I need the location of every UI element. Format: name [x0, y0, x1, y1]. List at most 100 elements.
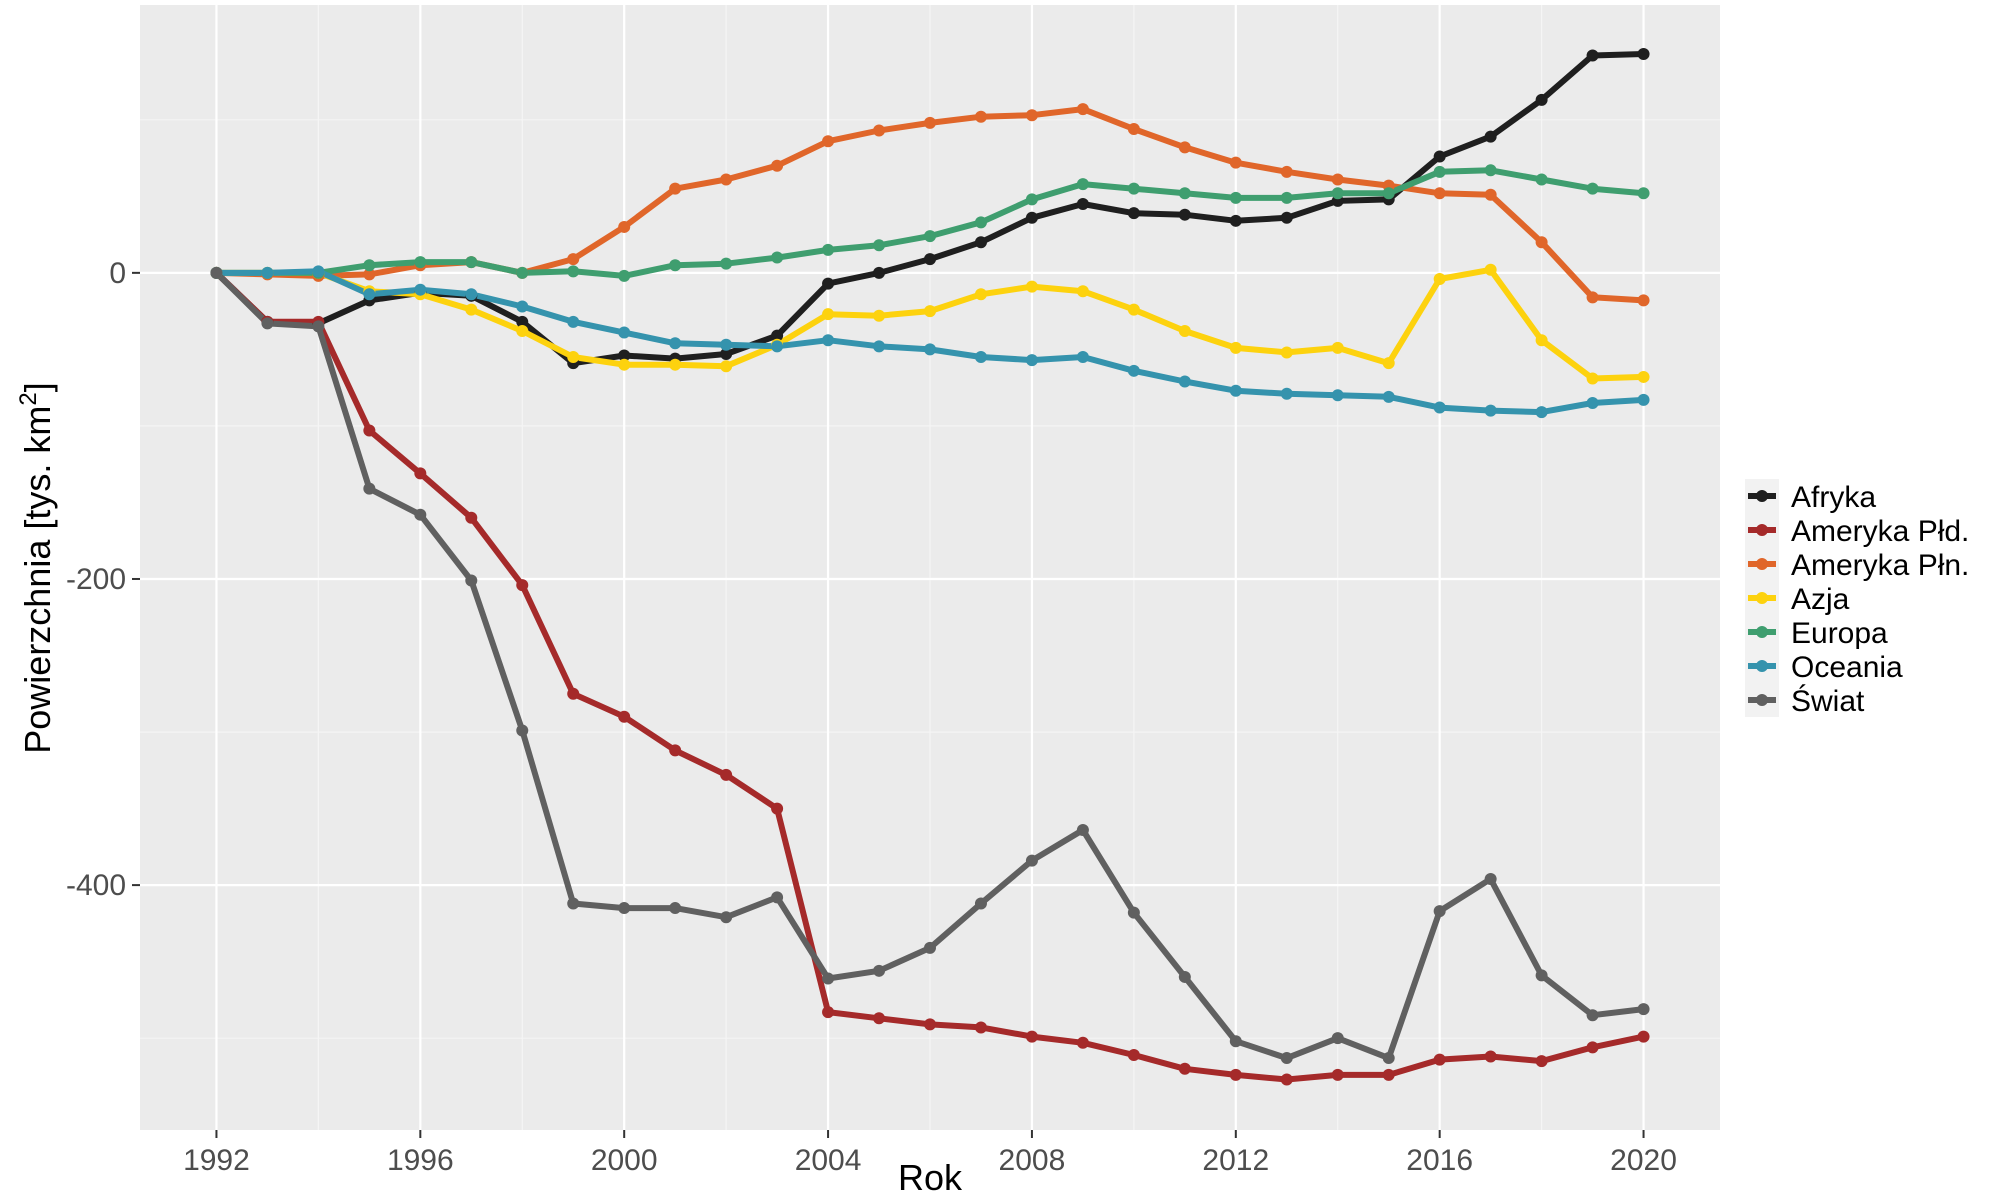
- data-point: [873, 1012, 886, 1025]
- legend-label: Ameryka Płn.: [1791, 549, 1969, 582]
- data-point: [873, 309, 886, 322]
- data-point: [720, 768, 733, 781]
- data-point: [1331, 389, 1344, 402]
- data-point: [1484, 404, 1497, 417]
- data-point: [669, 358, 682, 371]
- data-point: [974, 1021, 987, 1034]
- data-point: [1433, 165, 1446, 178]
- data-point: [1025, 211, 1038, 224]
- data-point: [924, 253, 936, 266]
- data-point: [516, 724, 529, 737]
- data-point: [1586, 182, 1599, 195]
- data-point: [465, 511, 478, 524]
- series-points: [210, 47, 1650, 1086]
- y-tick-label: -400: [66, 869, 126, 902]
- data-point: [1229, 191, 1242, 204]
- data-point: [873, 340, 886, 353]
- data-point: [1127, 303, 1140, 316]
- data-point: [1535, 93, 1548, 106]
- data-point: [618, 269, 631, 282]
- data-point: [1586, 291, 1599, 304]
- data-point: [974, 288, 987, 301]
- data-point: [924, 941, 936, 954]
- data-point: [822, 135, 835, 148]
- legend-key-point: [1756, 694, 1768, 706]
- x-tick-label: 1992: [183, 1144, 250, 1177]
- data-point: [1178, 187, 1191, 200]
- data-point: [669, 902, 682, 915]
- data-point: [771, 251, 784, 264]
- data-point: [1280, 387, 1293, 400]
- data-point: [414, 467, 427, 480]
- data-point: [618, 220, 631, 233]
- data-point: [822, 1006, 835, 1019]
- data-point: [1382, 1068, 1395, 1081]
- data-point: [567, 315, 580, 328]
- legend-key-point: [1756, 626, 1768, 638]
- data-point: [1382, 187, 1395, 200]
- data-point: [1535, 334, 1548, 347]
- data-point: [1484, 872, 1497, 885]
- data-point: [1229, 341, 1242, 354]
- data-point: [516, 579, 529, 592]
- data-point: [771, 159, 784, 172]
- data-point: [1178, 141, 1191, 154]
- data-point: [1433, 1053, 1446, 1066]
- data-point: [1331, 341, 1344, 354]
- data-point: [516, 300, 529, 313]
- data-point: [618, 349, 631, 362]
- data-point: [210, 266, 223, 279]
- data-point: [1382, 1052, 1395, 1065]
- data-point: [1178, 375, 1191, 388]
- data-point: [1586, 49, 1599, 62]
- data-point: [1484, 188, 1497, 201]
- data-point: [414, 508, 427, 521]
- legend-key-point: [1756, 558, 1768, 570]
- data-point: [1025, 109, 1038, 122]
- data-point: [1433, 905, 1446, 918]
- y-tick-label: 0: [109, 257, 126, 290]
- data-point: [1127, 182, 1140, 195]
- data-point: [261, 317, 274, 330]
- data-point: [363, 268, 376, 281]
- data-point: [771, 329, 784, 342]
- data-point: [924, 305, 936, 318]
- data-point: [1535, 173, 1548, 186]
- data-point: [1331, 173, 1344, 186]
- data-point: [873, 964, 886, 977]
- x-axis: 1992 1996 2000 2004 2008 2012 2016 2020: [183, 1130, 1677, 1177]
- data-point: [1280, 191, 1293, 204]
- data-point: [363, 259, 376, 272]
- data-point: [924, 1018, 936, 1031]
- data-point: [1076, 824, 1089, 836]
- data-point: [1433, 150, 1446, 163]
- data-point: [1484, 263, 1497, 276]
- y-tick-label: -200: [66, 563, 126, 596]
- data-point: [1229, 1068, 1242, 1081]
- data-point: [1382, 390, 1395, 403]
- data-point: [1331, 1032, 1344, 1045]
- data-point: [1076, 1036, 1089, 1049]
- data-point: [465, 256, 478, 269]
- data-point: [974, 236, 987, 249]
- data-point: [1637, 187, 1650, 200]
- y-axis-title-main: Powierzchnia [tys. km: [17, 406, 58, 754]
- data-point: [1025, 854, 1038, 867]
- data-point: [1127, 906, 1140, 919]
- data-point: [1484, 1050, 1497, 1063]
- x-tick-label: 2016: [1406, 1144, 1473, 1177]
- data-point: [1433, 187, 1446, 200]
- data-point: [1076, 285, 1089, 298]
- data-point: [516, 325, 529, 338]
- data-point: [1433, 401, 1446, 414]
- data-point: [516, 315, 529, 328]
- data-point: [1433, 272, 1446, 285]
- data-point: [465, 303, 478, 316]
- data-point: [1280, 211, 1293, 224]
- data-point: [720, 911, 733, 924]
- data-point: [924, 343, 936, 356]
- data-point: [669, 744, 682, 757]
- data-point: [720, 347, 733, 360]
- data-point: [1586, 1041, 1599, 1054]
- data-point: [363, 288, 376, 301]
